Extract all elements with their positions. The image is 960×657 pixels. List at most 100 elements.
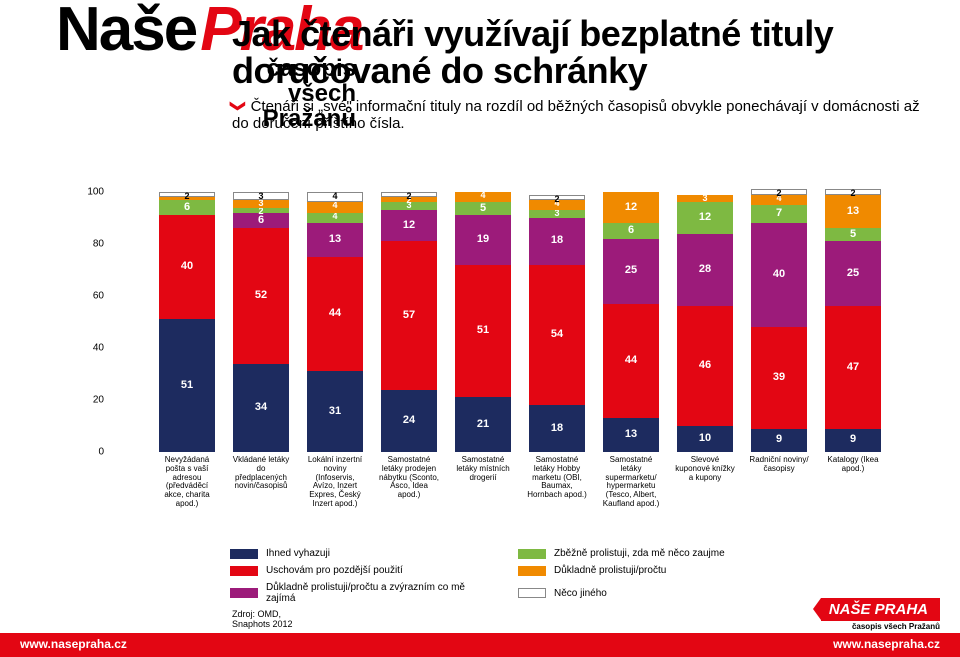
bar-segment: 52 <box>233 228 289 363</box>
bar-segment: 13 <box>825 195 881 229</box>
footer-logo-tagline: časopis všech Pražanů <box>813 622 940 631</box>
legend-swatch <box>518 566 546 576</box>
segment-value: 21 <box>455 419 511 430</box>
legend-label: Důkladně prolistuji/pročtu a zvýrazním c… <box>266 582 490 604</box>
segment-value: 4 <box>307 201 363 210</box>
segment-value: 40 <box>751 269 807 280</box>
bar-segment: 2 <box>751 189 807 194</box>
segment-value: 34 <box>233 402 289 413</box>
x-axis-label: Samostatné letáky místních drogerií <box>452 456 514 482</box>
bar-segment: 4 <box>307 213 363 223</box>
bar-segment: 4 <box>307 202 363 212</box>
y-axis: 020406080100 <box>80 192 108 452</box>
bar-segment: 2 <box>381 192 437 197</box>
footer-brand-logo: NAŠE PRAHA časopis všech Pražanů <box>813 598 940 631</box>
segment-value: 3 <box>529 209 585 218</box>
bar-segment: 5 <box>825 228 881 241</box>
legend-swatch <box>230 549 258 559</box>
segment-value: 5 <box>825 229 881 240</box>
segment-value: 7 <box>751 208 807 219</box>
bar-segment: 2 <box>159 192 215 197</box>
segment-value: 4 <box>307 212 363 221</box>
bar-column: 93940742 <box>751 192 807 452</box>
segment-value: 12 <box>677 212 733 223</box>
legend-label: Ihned vyhazuji <box>266 548 330 559</box>
page-subtitle: ❯Čtenáři si „své" informační tituly na r… <box>232 97 922 132</box>
segment-value: 13 <box>825 206 881 217</box>
legend-item: Zběžně prolistuji, zda mě něco zaujme <box>518 548 725 559</box>
bar-segment: 7 <box>751 205 807 223</box>
bar-segment: 2 <box>233 208 289 213</box>
legend-label: Důkladně prolistuji/pročtu <box>554 565 666 576</box>
source-line-1: Zdroj: OMD, <box>232 609 293 619</box>
segment-value: 28 <box>677 264 733 275</box>
legend-swatch <box>230 588 258 598</box>
bar-column: 314413444 <box>307 192 363 452</box>
bar-segment: 40 <box>159 215 215 319</box>
bar-segment: 13 <box>307 223 363 257</box>
segment-value: 2 <box>752 189 806 198</box>
source-line-2: Snaphots 2012 <box>232 619 293 629</box>
x-axis-label: Samostatné letáky supermarketu/ hypermar… <box>600 456 662 509</box>
segment-value: 47 <box>825 362 881 373</box>
chart-plot-area: 5140623452623331441344424571232221511954… <box>110 192 930 452</box>
bar-segment: 4 <box>455 192 511 202</box>
legend-label: Něco jiného <box>554 588 607 599</box>
bar-column: 34526233 <box>233 192 289 452</box>
footer-url-left: www.nasepraha.cz <box>20 637 127 651</box>
segment-value: 3 <box>234 192 288 201</box>
segment-value: 6 <box>603 225 659 236</box>
bar-segment: 34 <box>233 364 289 452</box>
page-subtitle-text: Čtenáři si „své" informační tituly na ro… <box>232 98 920 132</box>
bar-segment: 19 <box>455 215 511 264</box>
segment-value: 25 <box>825 268 881 279</box>
segment-value: 24 <box>381 415 437 426</box>
bar-segment: 4 <box>307 192 363 202</box>
bar-segment: 5 <box>455 202 511 215</box>
segment-value: 40 <box>159 261 215 272</box>
bar-segment: 18 <box>529 218 585 265</box>
bar-segment: 25 <box>825 241 881 306</box>
bar-segment: 13 <box>603 418 659 452</box>
segment-value: 54 <box>529 329 585 340</box>
segment-value: 52 <box>233 290 289 301</box>
page-title: Jak čtenáři využívají bezplatné tituly d… <box>232 16 922 89</box>
bar-column: 514062 <box>159 192 215 452</box>
chart-source: Zdroj: OMD, Snaphots 2012 <box>232 609 293 629</box>
bar-segment: 12 <box>677 202 733 233</box>
bar-segment: 6 <box>603 223 659 239</box>
segment-value: 2 <box>382 192 436 201</box>
x-axis-label: Lokální inzertní noviny (Infoservis, Aví… <box>304 456 366 509</box>
segment-value: 13 <box>307 234 363 245</box>
x-axis-label: Slevové kuponové knížky a kupony <box>674 456 736 482</box>
bar-segment: 39 <box>751 327 807 428</box>
segment-value: 44 <box>307 308 363 319</box>
segment-value: 51 <box>159 380 215 391</box>
bar-segment: 28 <box>677 234 733 307</box>
brand-nase: Naše <box>56 0 196 64</box>
segment-value: 6 <box>233 215 289 226</box>
legend-item: Uschovám pro pozdější použití <box>230 565 490 576</box>
bar-segment: 51 <box>455 265 511 398</box>
segment-value: 2 <box>530 195 584 204</box>
legend-item: Důkladně prolistuji/pročtu a zvýrazním c… <box>230 582 490 604</box>
legend-item: Důkladně prolistuji/pročtu <box>518 565 666 576</box>
bar-segment: 18 <box>529 405 585 452</box>
segment-value: 4 <box>308 192 362 201</box>
bar-segment: 44 <box>307 257 363 371</box>
bar-segment: 47 <box>825 306 881 428</box>
segment-value: 3 <box>677 194 733 203</box>
footer-url-right: www.nasepraha.cz <box>833 637 940 651</box>
legend-item: Něco jiného <box>518 582 607 604</box>
segment-value: 51 <box>455 325 511 336</box>
bar-segment: 9 <box>825 429 881 452</box>
segment-value: 18 <box>529 235 585 246</box>
logo-arrow-icon <box>813 598 821 620</box>
segment-value: 2 <box>826 189 880 198</box>
legend-swatch <box>518 549 546 559</box>
segment-value: 39 <box>751 372 807 383</box>
y-tick: 40 <box>93 343 104 354</box>
legend-label: Uschovám pro pozdější použití <box>266 565 403 576</box>
legend-label: Zběžně prolistuji, zda mě něco zaujme <box>554 548 725 559</box>
bar-segment: 40 <box>751 223 807 327</box>
